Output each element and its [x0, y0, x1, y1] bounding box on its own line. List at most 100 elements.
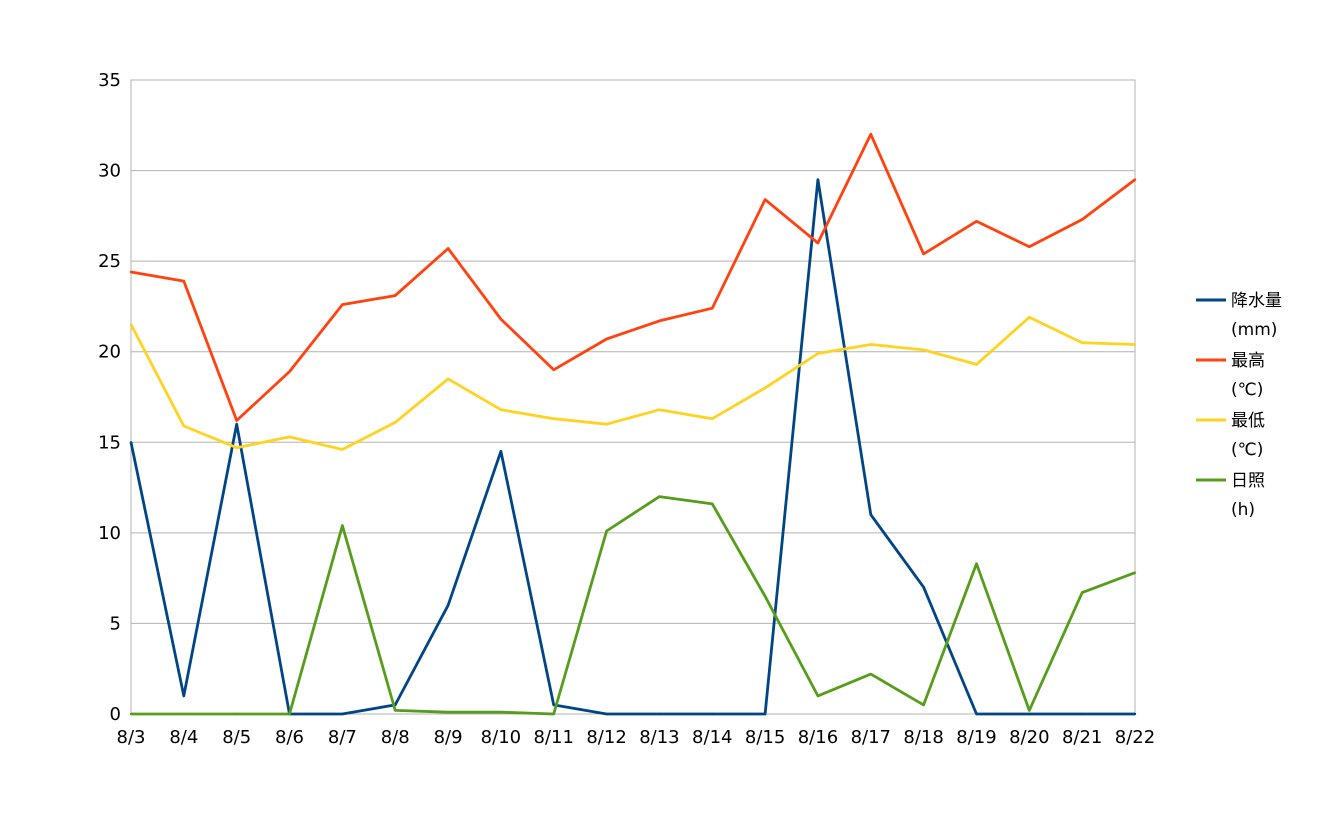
x-tick-label: 8/11	[534, 727, 574, 748]
data-point	[182, 712, 186, 716]
x-tick-label: 8/18	[903, 727, 943, 748]
x-tick-label: 8/14	[692, 727, 732, 748]
x-tick-label: 8/17	[851, 727, 891, 748]
data-point	[869, 343, 872, 346]
x-tick-label: 8/10	[481, 727, 521, 748]
y-tick-label: 25	[98, 251, 121, 272]
data-point	[816, 178, 820, 181]
data-point	[711, 307, 714, 310]
legend-label: (h)	[1231, 500, 1255, 520]
data-point	[975, 220, 978, 223]
x-tick-label: 8/6	[275, 727, 304, 748]
data-point	[922, 348, 925, 352]
data-point	[711, 417, 714, 420]
x-tick-label: 8/5	[222, 727, 251, 748]
data-point	[975, 363, 978, 366]
data-point	[182, 279, 186, 283]
data-point	[341, 712, 344, 716]
data-point	[816, 694, 820, 698]
data-point	[129, 323, 133, 326]
series-line-1	[130, 132, 1136, 422]
data-point	[763, 198, 767, 201]
x-tick-label: 8/22	[1115, 727, 1155, 748]
data-point	[129, 712, 133, 716]
data-point	[1133, 343, 1137, 346]
data-point	[1080, 341, 1084, 344]
data-point	[658, 319, 661, 323]
data-point	[1080, 218, 1084, 221]
data-point	[552, 712, 555, 716]
y-tick-label: 30	[98, 161, 121, 182]
data-point	[446, 604, 450, 607]
data-point	[922, 703, 925, 707]
plot-area	[130, 79, 1136, 715]
data-point	[922, 252, 925, 256]
data-point	[235, 712, 238, 716]
data-point	[552, 368, 555, 372]
data-point	[1080, 591, 1084, 594]
data-point	[869, 133, 872, 136]
data-point	[1028, 316, 1031, 319]
data-point	[1028, 712, 1031, 716]
data-point	[763, 386, 767, 390]
data-point	[975, 562, 978, 565]
data-point	[182, 694, 186, 698]
data-point	[1133, 712, 1137, 716]
gridlines	[131, 170, 1135, 624]
data-point	[711, 502, 714, 506]
data-point	[499, 408, 503, 411]
data-point	[288, 435, 291, 439]
data-point	[1133, 178, 1137, 181]
data-point	[922, 586, 925, 589]
y-tick-label: 15	[98, 432, 121, 453]
y-tick-label: 35	[98, 70, 121, 91]
data-point	[129, 270, 133, 274]
legend-label: 最高	[1231, 351, 1265, 371]
y-tick-label: 10	[98, 523, 121, 544]
data-point	[341, 448, 344, 451]
data-point	[235, 419, 238, 422]
y-tick-label: 20	[98, 342, 121, 363]
data-point	[605, 712, 608, 716]
data-point	[552, 703, 555, 707]
x-axis-ticks: 8/3 8/4 8/5 8/6 8/7 8/8 8/9 8/10 8/11 8/12 8/13 8/1…	[117, 727, 1156, 748]
data-point	[605, 529, 608, 533]
data-point	[341, 303, 344, 306]
data-point	[182, 424, 186, 428]
x-tick-label: 8/15	[745, 727, 785, 748]
data-point	[341, 524, 344, 527]
x-tick-label: 8/19	[956, 727, 996, 748]
data-point	[446, 377, 450, 381]
x-tick-label: 8/8	[381, 727, 410, 748]
x-tick-label: 8/3	[117, 727, 146, 748]
data-point	[446, 710, 450, 714]
series-lines	[129, 132, 1137, 716]
data-point	[394, 421, 397, 424]
data-point	[1028, 245, 1031, 248]
y-tick-label: 0	[110, 704, 121, 725]
data-point	[499, 450, 503, 453]
data-point	[235, 422, 238, 426]
data-point	[499, 710, 503, 714]
data-point	[816, 241, 820, 245]
x-tick-label: 8/16	[798, 727, 838, 748]
data-point	[763, 595, 767, 598]
data-point	[658, 712, 661, 716]
data-point	[288, 712, 291, 716]
legend-label: (mm)	[1231, 320, 1277, 340]
data-point	[658, 495, 661, 498]
data-point	[235, 446, 238, 449]
data-point	[552, 417, 555, 420]
data-point	[1028, 709, 1031, 712]
data-point	[711, 712, 714, 716]
data-point	[869, 513, 872, 516]
x-tick-label: 8/9	[434, 727, 463, 748]
data-point	[1133, 571, 1137, 574]
data-point	[975, 712, 978, 716]
legend-label: (℃)	[1231, 380, 1263, 400]
legend-label: 降水量	[1231, 291, 1282, 311]
x-tick-label: 8/21	[1062, 727, 1102, 748]
x-tick-label: 8/13	[639, 727, 679, 748]
data-point	[816, 352, 820, 355]
